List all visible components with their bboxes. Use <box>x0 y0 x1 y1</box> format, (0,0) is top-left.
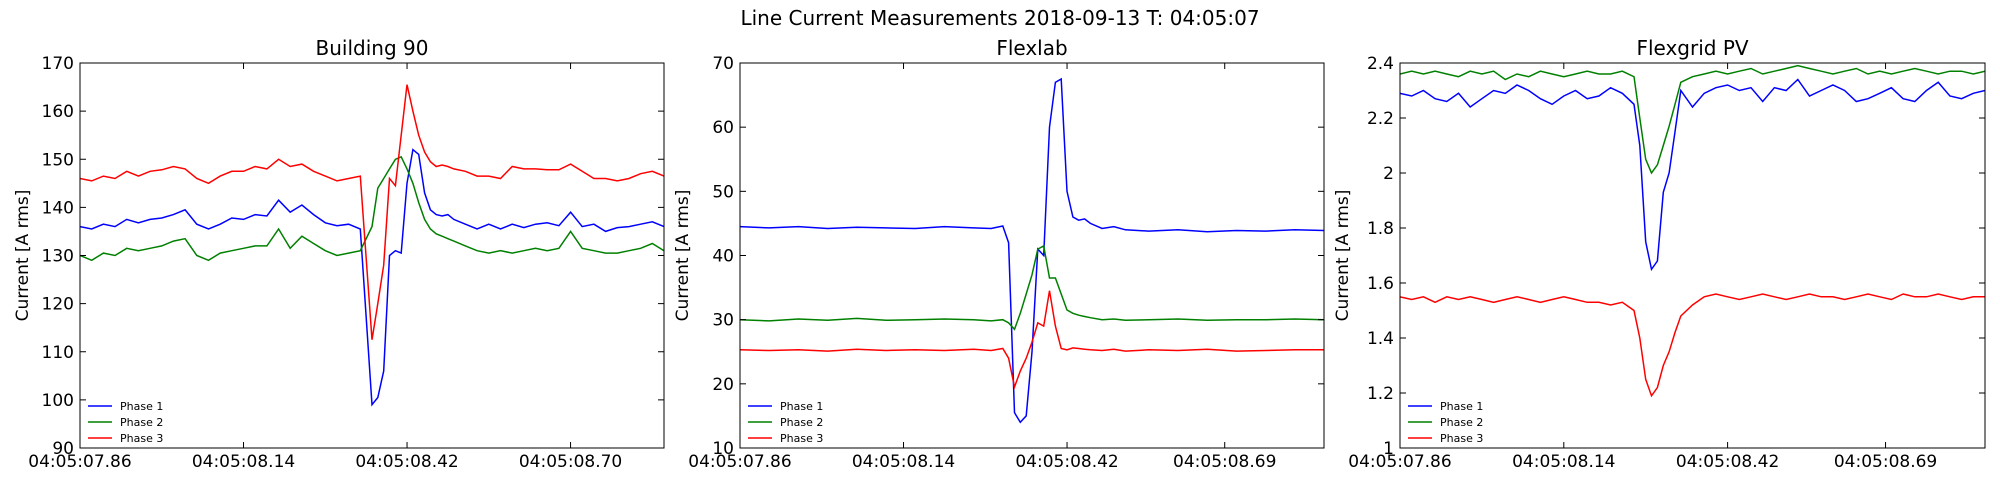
legend-label: Phase 2 <box>120 416 163 429</box>
series-line-phase-3 <box>740 290 1324 390</box>
series-line-phase-1 <box>740 77 1324 424</box>
x-tick-label: 04:05:08.70 <box>519 452 622 472</box>
y-tick-label: 1.8 <box>1367 219 1394 239</box>
series-line-phase-3 <box>1400 293 1985 398</box>
legend: Phase 1 Phase 2 Phase 3 <box>1408 400 1483 445</box>
y-tick-label: 150 <box>42 150 74 170</box>
legend-label: Phase 1 <box>120 400 163 413</box>
y-tick-label: 140 <box>42 198 74 218</box>
subplot-3: Flexgrid PV 1 1.2 1.4 1.6 1.8 2 2.2 2.4 04:05:07.… <box>1333 36 1986 472</box>
series-line-phase-1 <box>80 148 664 407</box>
y-tick-label: 1.2 <box>1367 384 1394 404</box>
x-tick-label: 04:05:07.86 <box>28 452 131 472</box>
y-tick-label: 100 <box>42 391 74 411</box>
series-line-phase-2 <box>80 155 664 262</box>
x-tick-label: 04:05:08.14 <box>852 452 955 472</box>
y-tick-label: 70 <box>712 54 734 74</box>
legend-label: Phase 3 <box>1440 432 1483 445</box>
y-tick-label: 90 <box>52 439 74 459</box>
y-tick-label: 2.4 <box>1367 54 1394 74</box>
legend-label: Phase 2 <box>780 416 823 429</box>
y-tick-label: 2.2 <box>1367 109 1394 129</box>
legend-label: Phase 3 <box>780 432 823 445</box>
y-tick-label: 1.6 <box>1367 274 1394 294</box>
series-line-phase-2 <box>1400 64 1985 175</box>
y-tick-label: 120 <box>42 295 74 315</box>
subplot-2: Flexlab 10 20 30 40 50 60 70 04:05:07.86 04:05:08… <box>673 36 1325 472</box>
legend: Phase 1 Phase 2 Phase 3 <box>748 400 823 445</box>
y-tick-label: 60 <box>712 118 734 138</box>
y-tick-label: 160 <box>42 102 74 122</box>
x-tick-label: 04:05:08.69 <box>1834 452 1937 472</box>
y-tick-label: 170 <box>42 54 74 74</box>
legend-label: Phase 1 <box>1440 400 1483 413</box>
series-line-phase-2 <box>740 244 1324 331</box>
x-tick-label: 04:05:08.14 <box>192 452 295 472</box>
y-tick-label: 40 <box>712 247 734 267</box>
y-tick-label: 130 <box>42 247 74 267</box>
y-tick-label: 110 <box>42 343 74 363</box>
legend: Phase 1 Phase 2 Phase 3 <box>88 400 163 445</box>
x-tick-label: 04:05:08.14 <box>1512 452 1615 472</box>
y-tick-label: 2 <box>1383 164 1394 184</box>
x-tick-label: 04:05:08.42 <box>1015 452 1118 472</box>
subplot-title: Flexgrid PV <box>1636 36 1748 60</box>
axes-frame <box>79 62 665 449</box>
x-tick-label: 04:05:08.42 <box>355 452 458 472</box>
axes-frame <box>1399 62 1986 449</box>
y-tick-label: 30 <box>712 311 734 331</box>
series-line-phase-3 <box>80 84 664 340</box>
legend-label: Phase 2 <box>1440 416 1483 429</box>
subplot-title: Building 90 <box>316 36 429 60</box>
axes-frame <box>739 62 1325 449</box>
x-tick-label: 04:05:08.69 <box>1173 452 1276 472</box>
y-axis-label: Current [A rms] <box>13 190 33 322</box>
legend-label: Phase 1 <box>780 400 823 413</box>
x-tick-label: 04:05:08.42 <box>1676 452 1779 472</box>
y-tick-label: 50 <box>712 182 734 202</box>
y-tick-label: 20 <box>712 375 734 395</box>
x-tick-label: 04:05:07.86 <box>688 452 791 472</box>
y-axis-label: Current [A rms] <box>1333 190 1353 322</box>
y-tick-label: 1 <box>1383 439 1394 459</box>
subplot-title: Flexlab <box>996 36 1067 60</box>
series-line-phase-1 <box>1400 78 1985 272</box>
legend-label: Phase 3 <box>120 432 163 445</box>
y-tick-label: 1.4 <box>1367 329 1394 349</box>
figure-title: Line Current Measurements 2018-09-13 T: … <box>740 6 1260 30</box>
y-tick-label: 10 <box>712 439 734 459</box>
x-tick-label: 04:05:07.86 <box>1348 452 1451 472</box>
y-axis-label: Current [A rms] <box>673 190 693 322</box>
subplot-1: Building 90 90 100 110 120 130 140 150 160 170 04:… <box>13 36 665 472</box>
